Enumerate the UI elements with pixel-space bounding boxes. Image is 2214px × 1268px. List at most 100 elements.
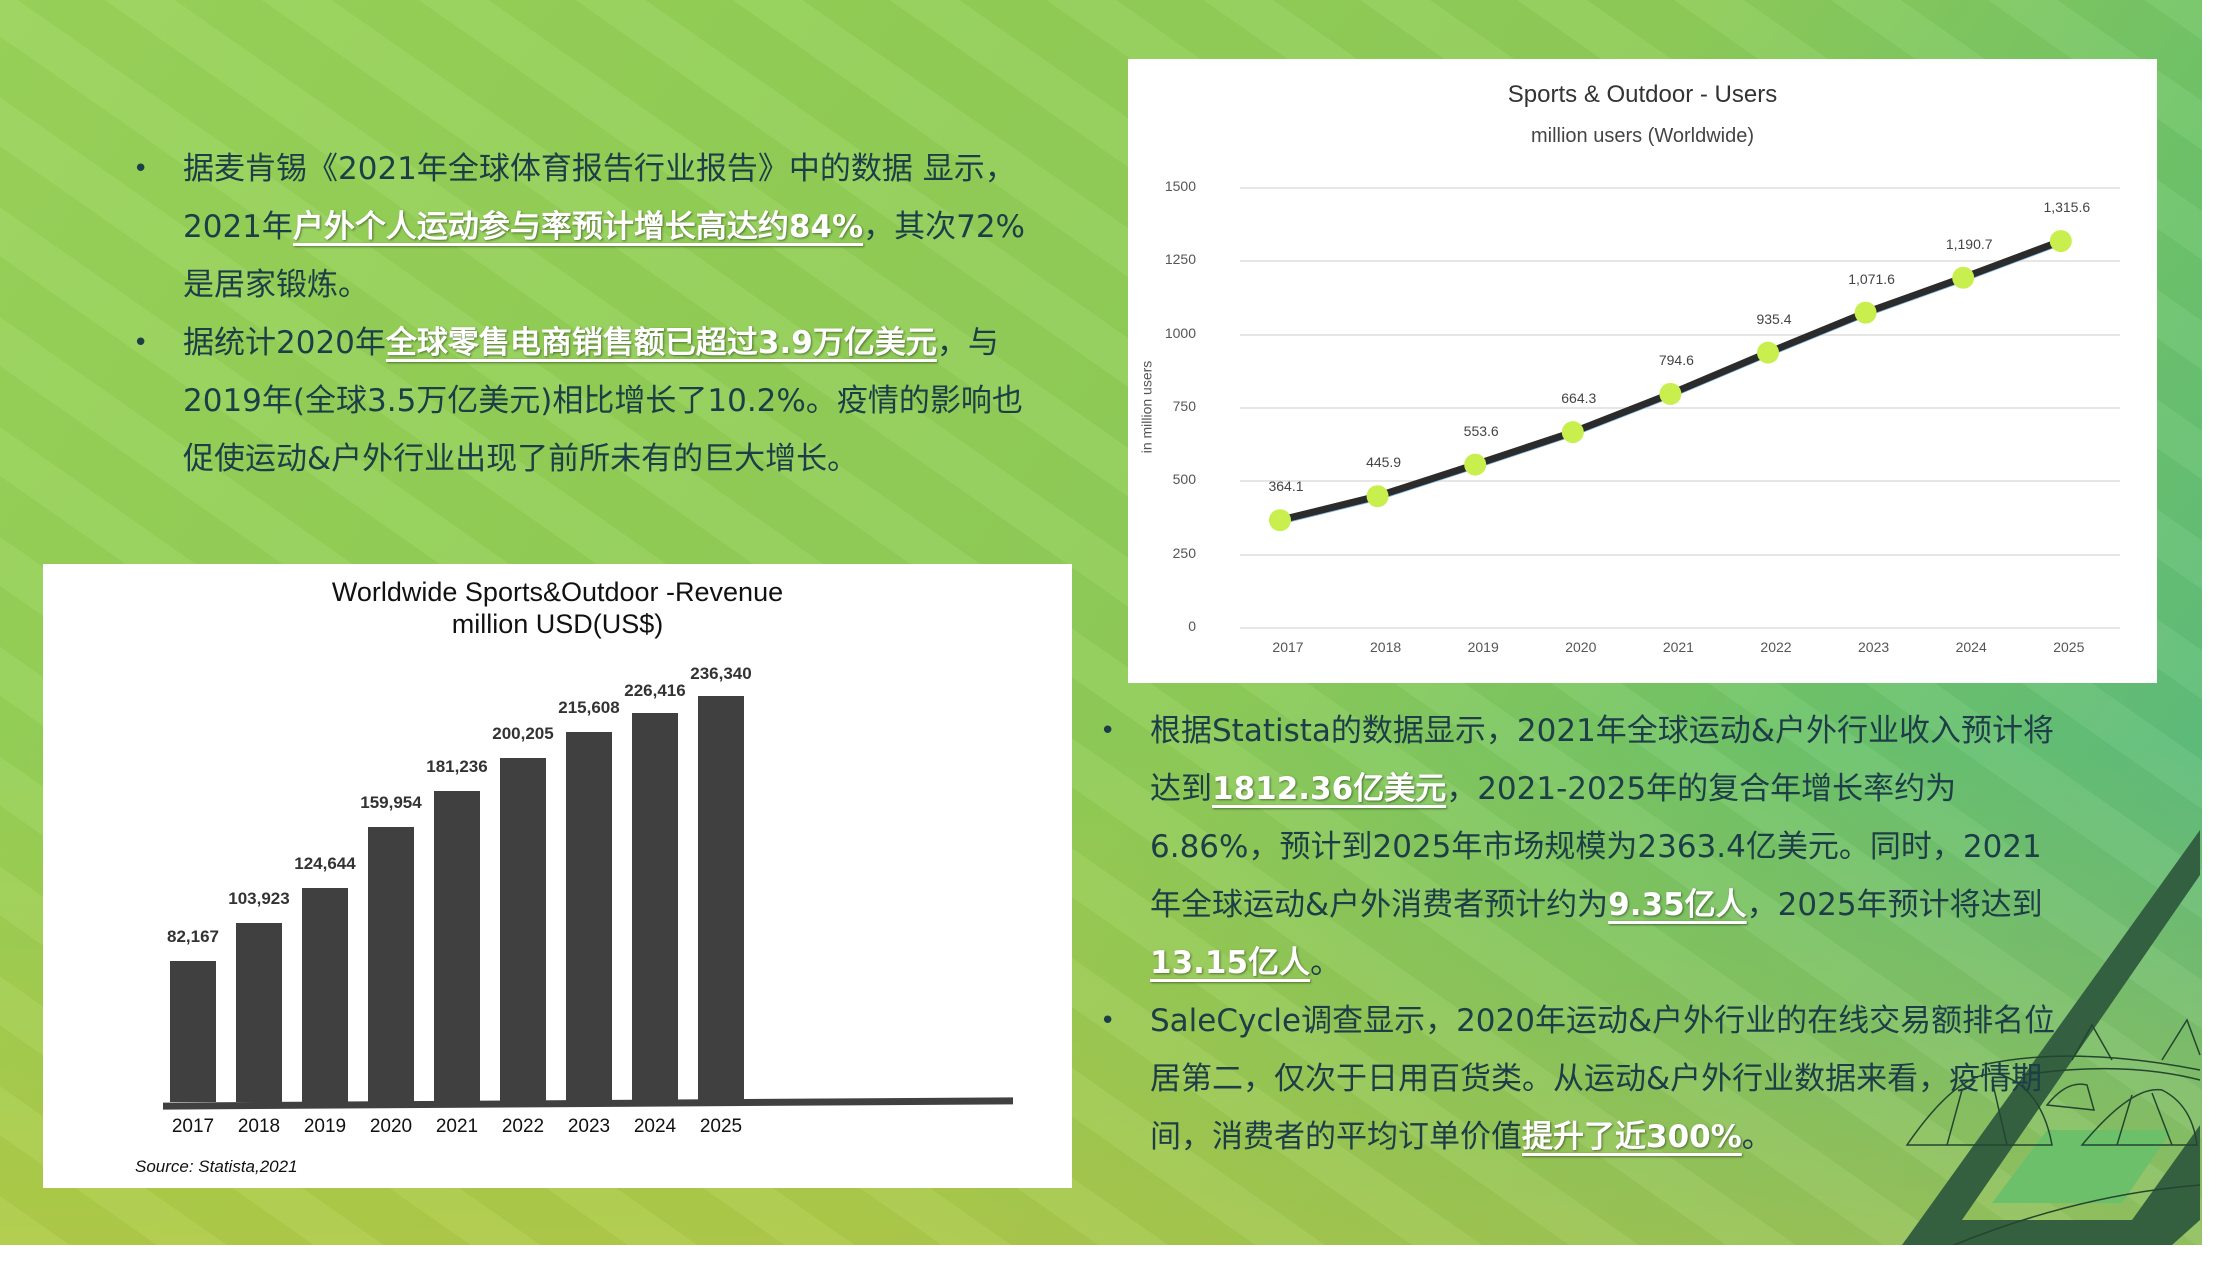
- bar-value-label: 124,644: [294, 853, 356, 873]
- users-line-chart: Sports & Outdoor - Users million users (…: [1128, 59, 2157, 683]
- bullet-item: • 据统计2020年全球零售电商销售额已超过3.9万亿美元，与2019年(全球3.…: [133, 314, 1053, 488]
- point-value-label: 1,071.6: [1848, 270, 1895, 287]
- x-tick-label: 2019: [1467, 639, 1499, 655]
- data-point-marker: [2049, 230, 2072, 253]
- data-point-marker: [1366, 485, 1389, 508]
- bullet-text: 根据Statista的数据显示，2021年全球运动&户外行业收入预计将达到: [1150, 713, 2054, 807]
- gridline: [1240, 553, 2120, 556]
- bar: [500, 758, 546, 1102]
- point-value-label: 553.6: [1463, 422, 1499, 439]
- point-value-label: 364.1: [1268, 478, 1304, 495]
- x-tick-label: 2017: [1272, 639, 1304, 655]
- y-tick-label: 500: [1172, 471, 1196, 488]
- highlight-text: 全球零售电商销售额已超过3.9万亿美元: [385, 325, 937, 361]
- users-line-series: [1269, 230, 2072, 532]
- slide: • 据麦肯锡《2021年全球体育报告行业报告》中的数据 显示，2021年户外个人运…: [0, 0, 2202, 1245]
- bar: [368, 827, 414, 1102]
- x-tick-label: 2020: [1565, 639, 1597, 655]
- point-value-label: 445.9: [1366, 454, 1402, 471]
- bar: [434, 790, 480, 1102]
- point-value-label: 794.6: [1658, 351, 1694, 368]
- data-point-marker: [1952, 266, 1975, 289]
- x-tick-label: 2022: [1760, 639, 1792, 655]
- bar: [302, 887, 348, 1102]
- x-tick-label: 2025: [2053, 639, 2085, 655]
- bullet-text: SaleCycle调查显示，2020年运动&户外行业的在线交易额排名位居第二，仅…: [1150, 1003, 2056, 1155]
- bullet-text: 据统计2020年: [183, 325, 386, 361]
- revenue-bar-chart: Worldwide Sports&Outdoor -Revenue millio…: [43, 564, 1072, 1188]
- x-tick-label: 2020: [369, 1116, 413, 1137]
- bottom-right-bullets: • 根据Statista的数据显示，2021年全球运动&户外行业收入预计将达到18…: [1100, 702, 2060, 1166]
- x-tick-label: 2017: [171, 1116, 215, 1137]
- point-value-label: 935.4: [1756, 310, 1792, 327]
- y-tick-label: 1500: [1164, 178, 1196, 194]
- bar: [698, 696, 744, 1102]
- x-tick-label: 2021: [435, 1116, 479, 1137]
- bar: [632, 713, 678, 1102]
- gridline: [1240, 407, 2120, 409]
- bar: [236, 923, 282, 1102]
- x-tick-label: 2018: [1370, 639, 1402, 655]
- bullet-text: 据麦肯锡《2021年全球体育报告行业报告》中的数据 显示，2021年: [183, 151, 1016, 245]
- bar-value-label: 215,608: [558, 697, 620, 717]
- y-tick-label: 1000: [1164, 324, 1196, 341]
- bar-value-label: 236,340: [690, 664, 752, 683]
- highlight-text: 提升了近300%: [1522, 1119, 1742, 1155]
- line-chart-subtitle: million users (Worldwide): [1530, 125, 1755, 147]
- gridline: [1240, 480, 2120, 483]
- gridline: [1240, 260, 2120, 263]
- bar-value-label: 181,236: [426, 756, 488, 776]
- bullet-text: ，2021-2025年的复合年增长率约为6.86%，预计到2025年市场规模为2…: [1150, 771, 2042, 923]
- bar-chart-title: Worldwide Sports&Outdoor -Revenue millio…: [331, 577, 784, 639]
- data-point-marker: [1464, 453, 1487, 476]
- bullet-text: ，其次72%是居家锻炼。: [183, 209, 1026, 303]
- x-tick-label: 2021: [1662, 639, 1694, 655]
- x-tick-label: 2025: [699, 1116, 743, 1137]
- bar-value-label: 103,923: [228, 889, 290, 909]
- data-point-marker: [1757, 341, 1779, 364]
- top-left-bullets: • 据麦肯锡《2021年全球体育报告行业报告》中的数据 显示，2021年户外个人运…: [133, 140, 1053, 488]
- highlight-text: 1812.36亿美元: [1212, 771, 1447, 807]
- bullet-item: • 根据Statista的数据显示，2021年全球运动&户外行业收入预计将达到18…: [1100, 702, 2060, 992]
- highlight-text: 13.15亿人: [1150, 945, 1311, 981]
- point-value-label: 1,190.7: [1945, 235, 1993, 252]
- arrow-tents-decoration-icon: [1902, 830, 2201, 1245]
- bullet-dot-icon: •: [133, 154, 149, 184]
- bar-value-label: 159,954: [360, 793, 422, 813]
- gridline: [1240, 627, 2120, 629]
- x-tick-label: 2019: [303, 1116, 347, 1137]
- data-point-marker: [1269, 509, 1291, 532]
- x-tick-label: 2024: [1955, 639, 1987, 655]
- bar-value-label: 226,416: [624, 681, 686, 701]
- x-tick-label: 2023: [1858, 639, 1890, 655]
- point-value-label: 1,315.6: [2043, 199, 2091, 216]
- x-tick-label: 2023: [567, 1116, 611, 1137]
- bullet-dot-icon: •: [1100, 716, 1116, 746]
- bar: [566, 731, 612, 1102]
- bar-value-label: 82,167: [167, 926, 219, 946]
- data-point-marker: [1561, 421, 1584, 444]
- bar-value-label: 200,205: [492, 724, 554, 744]
- x-tick-label: 2024: [633, 1116, 677, 1137]
- bar-chart-baseline: [163, 1097, 1013, 1110]
- y-tick-label: 0: [1188, 618, 1196, 634]
- bullet-dot-icon: •: [133, 328, 149, 358]
- bar: [170, 960, 216, 1102]
- bullet-item: • 据麦肯锡《2021年全球体育报告行业报告》中的数据 显示，2021年户外个人运…: [133, 140, 1053, 314]
- bullet-item: • SaleCycle调查显示，2020年运动&户外行业的在线交易额排名位居第二，…: [1100, 992, 2060, 1166]
- bullet-text: 。: [1310, 945, 1342, 981]
- highlight-text: 户外个人运动参与率预计增长高达约84%: [292, 209, 864, 245]
- data-point-marker: [1659, 382, 1682, 405]
- gridline: [1240, 333, 2120, 336]
- bullet-dot-icon: •: [1100, 1006, 1116, 1036]
- line-chart-title: Sports & Outdoor - Users: [1507, 81, 1778, 108]
- gridline: [1240, 187, 2120, 189]
- x-tick-label: 2018: [237, 1116, 281, 1137]
- data-point-marker: [1854, 301, 1877, 324]
- bullet-text: ，与2019年(全球3.5万亿美元)相比增长了10.2%。疫情的影响也促使运动&…: [183, 325, 1023, 477]
- bullet-text: ，2025年预计将达到: [1746, 887, 2043, 923]
- y-tick-label: 1250: [1164, 251, 1196, 268]
- y-tick-label: 750: [1172, 398, 1196, 414]
- y-tick-label: 250: [1172, 544, 1196, 561]
- point-value-label: 664.3: [1561, 390, 1597, 407]
